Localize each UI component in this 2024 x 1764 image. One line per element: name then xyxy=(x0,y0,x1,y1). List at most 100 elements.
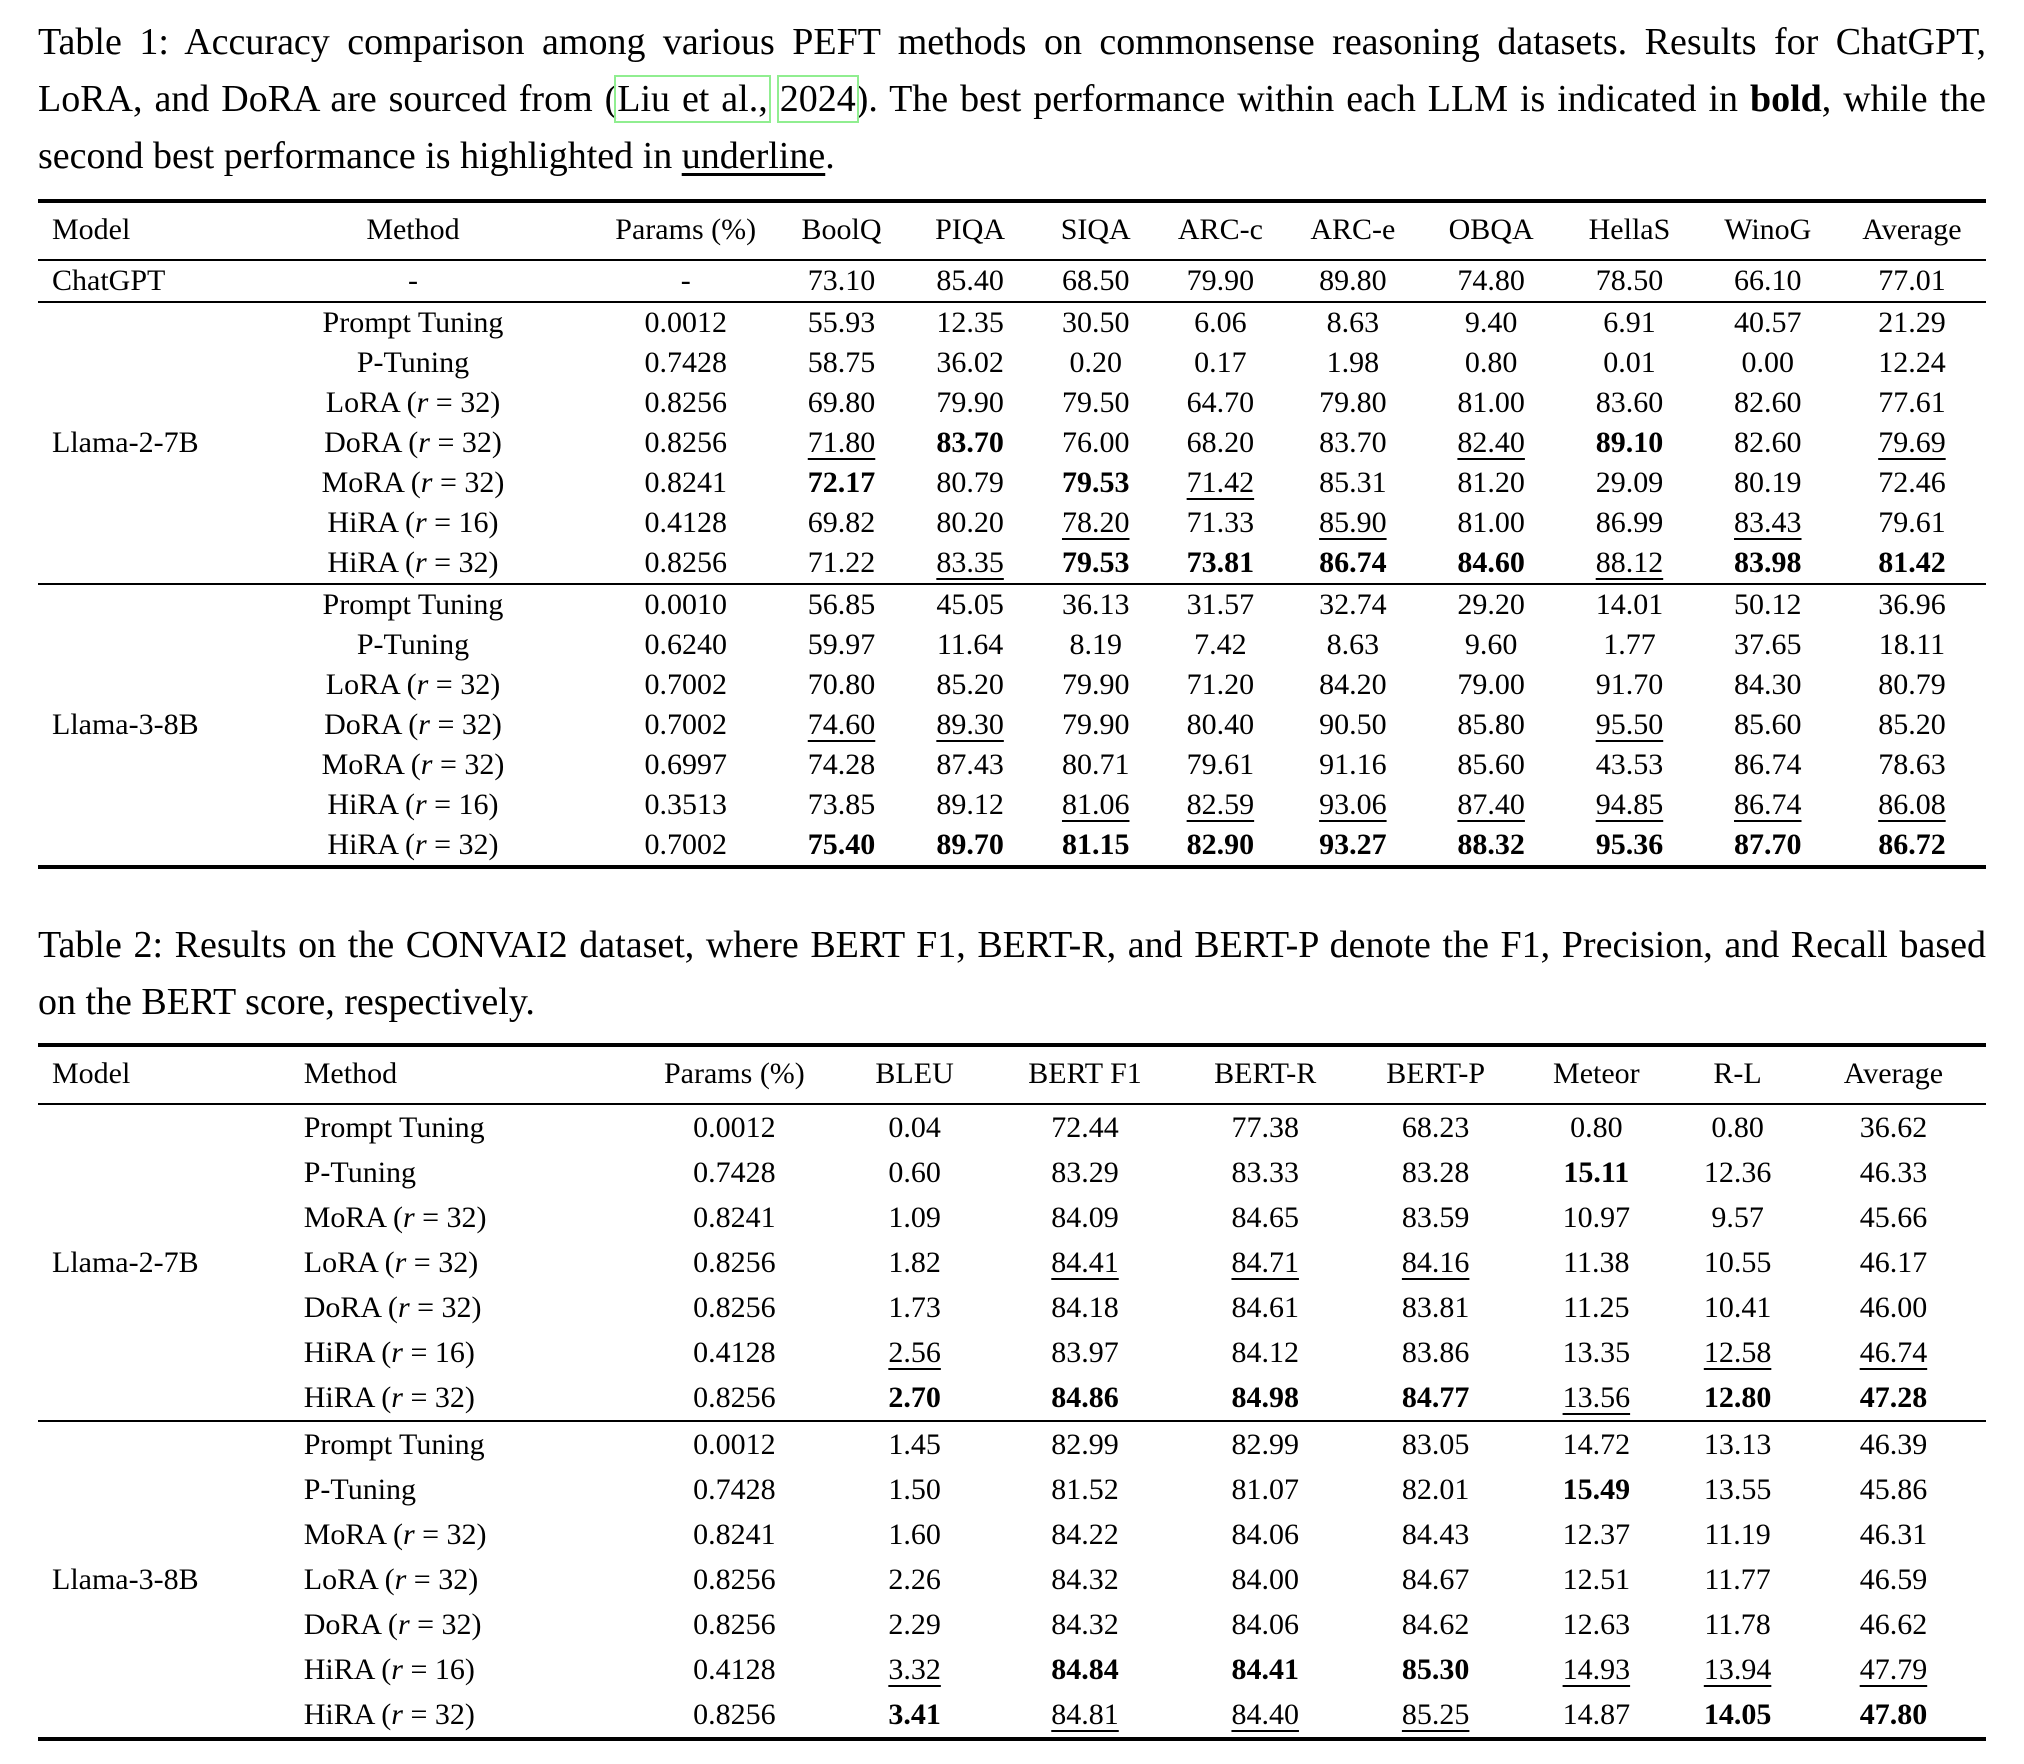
value-cell: 82.60 xyxy=(1698,383,1838,423)
value: 79.00 xyxy=(1457,668,1525,701)
method-cell: DoRA (r = 32) xyxy=(324,426,502,459)
value: 9.60 xyxy=(1464,628,1518,661)
value-cell: 3.41 xyxy=(837,1692,993,1739)
value: 12.24 xyxy=(1878,346,1946,379)
value: 85.30 xyxy=(1401,1653,1470,1686)
value-cell: 12.24 xyxy=(1838,343,1986,383)
method-cell: Prompt Tuning xyxy=(322,306,504,339)
column-header-bleu: BLEU xyxy=(875,1057,954,1090)
method-cell: LoRA (r = 32) xyxy=(303,1246,479,1279)
value-cell: 81.00 xyxy=(1421,383,1561,423)
value: 85.20 xyxy=(936,668,1004,701)
params-cell: 0.7002 xyxy=(644,668,727,701)
value: 70.80 xyxy=(807,668,876,701)
model-cell: Llama-3-8B xyxy=(52,708,199,741)
value: 89.10 xyxy=(1595,426,1664,459)
column-header-bert-r: BERT-R xyxy=(1214,1057,1317,1090)
caption-text: , while the second best performance is h… xyxy=(38,78,1986,177)
method-cell: DoRA (r = 32) xyxy=(324,708,502,741)
value: 84.65 xyxy=(1231,1201,1299,1234)
value-cell: 43.53 xyxy=(1561,745,1697,785)
value-cell: 85.20 xyxy=(1838,705,1986,745)
value: 14.72 xyxy=(1562,1428,1631,1461)
citation-link[interactable]: Liu et al., xyxy=(614,75,771,123)
caption-text: bold xyxy=(1749,78,1822,120)
value: 6.06 xyxy=(1194,306,1247,339)
citation-link[interactable]: 2024 xyxy=(776,75,859,123)
value-cell: 0.80 xyxy=(1518,1104,1674,1150)
table-row: HiRA (r = 16) 0.4128 2.56 83.97 84.12 83.86 13… xyxy=(38,1330,1986,1375)
value: 81.15 xyxy=(1061,828,1130,861)
value-cell: 14.87 xyxy=(1518,1692,1674,1739)
value-cell: 81.00 xyxy=(1421,503,1561,543)
params-cell: 0.7002 xyxy=(644,828,727,861)
value-cell: 13.56 xyxy=(1518,1375,1674,1421)
value-cell: 83.97 xyxy=(993,1330,1178,1375)
value: 72.44 xyxy=(1051,1111,1119,1144)
value: 83.60 xyxy=(1595,386,1664,419)
value-cell: 89.80 xyxy=(1285,260,1421,302)
value: 84.71 xyxy=(1231,1246,1299,1279)
value-cell: 9.60 xyxy=(1421,625,1561,665)
value-cell: 79.90 xyxy=(1156,260,1285,302)
value-cell: 77.61 xyxy=(1838,383,1986,423)
table-row: LoRA (r = 32) 0.7002 70.80 85.20 79.90 71.20 8… xyxy=(38,665,1986,705)
value: 47.80 xyxy=(1859,1698,1928,1731)
value-cell: 85.40 xyxy=(905,260,1036,302)
value-cell: 18.11 xyxy=(1838,625,1986,665)
value: 85.31 xyxy=(1319,466,1387,499)
value: 83.05 xyxy=(1401,1428,1470,1461)
value: 95.36 xyxy=(1595,828,1664,861)
value-cell: 83.43 xyxy=(1698,503,1838,543)
value: 68.23 xyxy=(1401,1111,1470,1144)
value-cell: 85.25 xyxy=(1353,1692,1519,1739)
method-cell: HiRA (r = 16) xyxy=(327,506,499,539)
value: 83.97 xyxy=(1051,1336,1119,1369)
value: 83.81 xyxy=(1401,1291,1470,1324)
value-cell: 6.06 xyxy=(1156,302,1285,343)
value-cell: 82.01 xyxy=(1353,1467,1519,1512)
column-header-r-l: R-L xyxy=(1713,1057,1762,1090)
params-cell: 0.7002 xyxy=(644,708,727,741)
value-cell: 74.28 xyxy=(778,745,905,785)
value-cell: 12.36 xyxy=(1674,1150,1801,1195)
value-cell: 84.67 xyxy=(1353,1557,1519,1602)
value: 74.80 xyxy=(1457,264,1525,297)
value-cell: 82.99 xyxy=(993,1421,1178,1467)
value-cell: 71.22 xyxy=(778,543,905,584)
value: 82.90 xyxy=(1186,828,1255,861)
value-cell: 74.80 xyxy=(1421,260,1561,302)
value: 6.91 xyxy=(1603,306,1656,339)
table-row: MoRA (r = 32) 0.8241 72.17 80.79 79.53 71.42 8… xyxy=(38,463,1986,503)
table1: Model Method Params (%) BoolQ PIQA SIQA ARC-c A… xyxy=(38,199,1986,869)
value: 47.28 xyxy=(1859,1381,1928,1414)
value-cell: 66.10 xyxy=(1698,260,1838,302)
value: 12.37 xyxy=(1562,1518,1631,1551)
value: 86.74 xyxy=(1734,748,1802,781)
method-cell: HiRA (r = 32) xyxy=(303,1381,475,1414)
column-header-params-: Params (%) xyxy=(664,1057,805,1090)
value: 46.39 xyxy=(1859,1428,1928,1461)
value: 79.61 xyxy=(1186,748,1255,781)
value: 43.53 xyxy=(1595,748,1664,781)
value: 14.87 xyxy=(1562,1698,1631,1731)
value-cell: 89.12 xyxy=(905,785,1036,825)
value-cell: 84.40 xyxy=(1178,1692,1353,1739)
value-cell: 12.58 xyxy=(1674,1330,1801,1375)
value-cell: 84.61 xyxy=(1178,1285,1353,1330)
value: 71.22 xyxy=(807,546,876,579)
value: 86.99 xyxy=(1595,506,1664,539)
value: 80.19 xyxy=(1734,466,1802,499)
value: 84.18 xyxy=(1051,1291,1119,1324)
value: 80.79 xyxy=(1878,668,1946,701)
value: 64.70 xyxy=(1186,386,1255,419)
value: 79.90 xyxy=(1186,264,1255,297)
value-cell: 46.31 xyxy=(1801,1512,1986,1557)
method-cell: MoRA (r = 32) xyxy=(321,748,505,781)
value-cell: 13.35 xyxy=(1518,1330,1674,1375)
value: 0.04 xyxy=(888,1111,941,1144)
value-cell: 1.73 xyxy=(837,1285,993,1330)
value-cell: 11.38 xyxy=(1518,1240,1674,1285)
value-cell: 29.20 xyxy=(1421,584,1561,625)
value: 45.86 xyxy=(1859,1473,1928,1506)
